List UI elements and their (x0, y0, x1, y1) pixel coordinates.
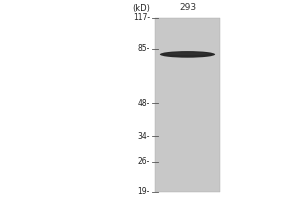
Text: 19-: 19- (138, 188, 150, 196)
Ellipse shape (160, 51, 215, 58)
Text: 117-: 117- (133, 14, 150, 22)
Text: 34-: 34- (137, 132, 150, 141)
Text: 293: 293 (179, 3, 196, 12)
Text: (kD): (kD) (132, 3, 150, 12)
Bar (155, 18, 220, 192)
Text: 85-: 85- (138, 44, 150, 53)
Ellipse shape (167, 52, 208, 55)
Text: 26-: 26- (138, 157, 150, 166)
Text: 48-: 48- (138, 99, 150, 108)
